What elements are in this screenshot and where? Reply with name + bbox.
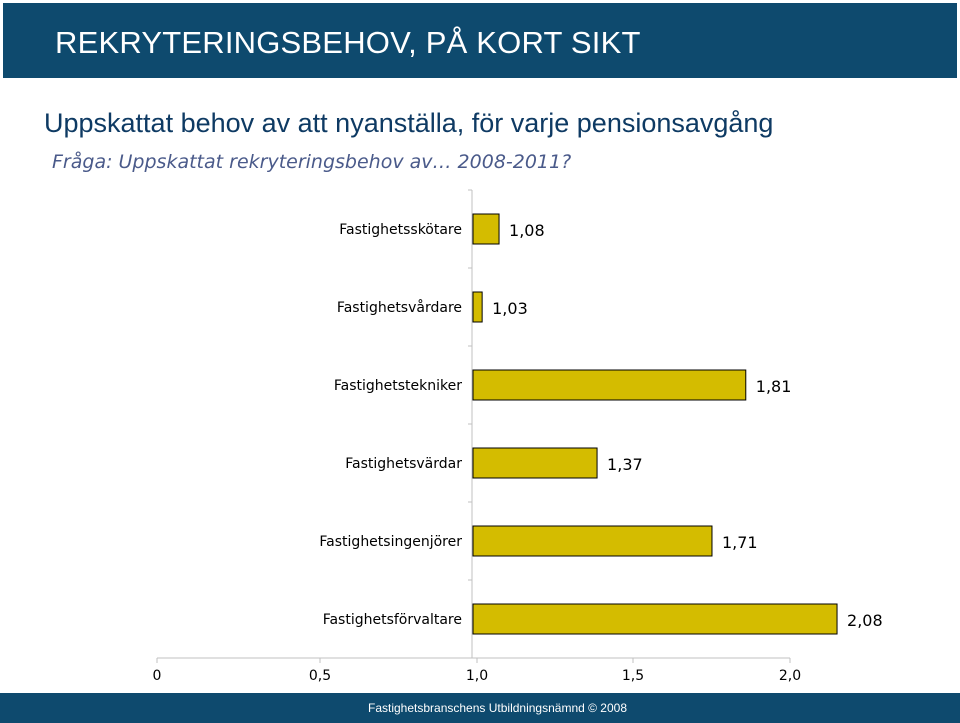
bar xyxy=(472,603,838,635)
data-label: 1,37 xyxy=(607,455,643,474)
footer-credit: Fastighetsbranschens Utbildningsnämnd © … xyxy=(368,701,627,715)
data-label: 1,03 xyxy=(492,299,528,318)
bar-chart: 0 0,5 1,0 1,5 2,0 Fastighetsskötare 1,08 Fastig… xyxy=(153,189,883,684)
data-label: 1,71 xyxy=(722,533,758,552)
bar xyxy=(472,291,483,323)
x-tick-label: 0 xyxy=(153,668,162,684)
data-label: 1,08 xyxy=(509,221,545,240)
x-tick-label: 1,5 xyxy=(622,668,644,684)
bar xyxy=(472,447,598,479)
category-label: Fastighetstekniker xyxy=(334,378,462,394)
data-label: 2,08 xyxy=(847,611,883,630)
chart-subtitle: Uppskattat behov av att nyanställa, för … xyxy=(44,108,774,138)
slide-title: REKRYTERINGSBEHOV, PÅ KORT SIKT xyxy=(55,25,641,60)
x-tick-label: 2,0 xyxy=(779,668,801,684)
category-label: Fastighetsskötare xyxy=(339,222,462,238)
bar xyxy=(472,213,500,245)
header-bar: REKRYTERINGSBEHOV, PÅ KORT SIKT xyxy=(3,3,957,78)
category-label: Fastighetsvärdar xyxy=(345,456,462,472)
data-label: 1,81 xyxy=(756,377,792,396)
survey-question: Fråga: Uppskattat rekryteringsbehov av… … xyxy=(52,151,572,173)
x-tick-label: 1,0 xyxy=(466,668,488,684)
category-label: Fastighetsvårdare xyxy=(337,299,462,316)
category-label: Fastighetsingenjörer xyxy=(319,534,462,550)
x-tick-label: 0,5 xyxy=(309,668,331,684)
bar xyxy=(472,369,747,401)
category-label: Fastighetsförvaltare xyxy=(323,612,462,628)
bar xyxy=(472,525,713,557)
footer-bar: Fastighetsbranschens Utbildningsnämnd © … xyxy=(0,693,960,723)
